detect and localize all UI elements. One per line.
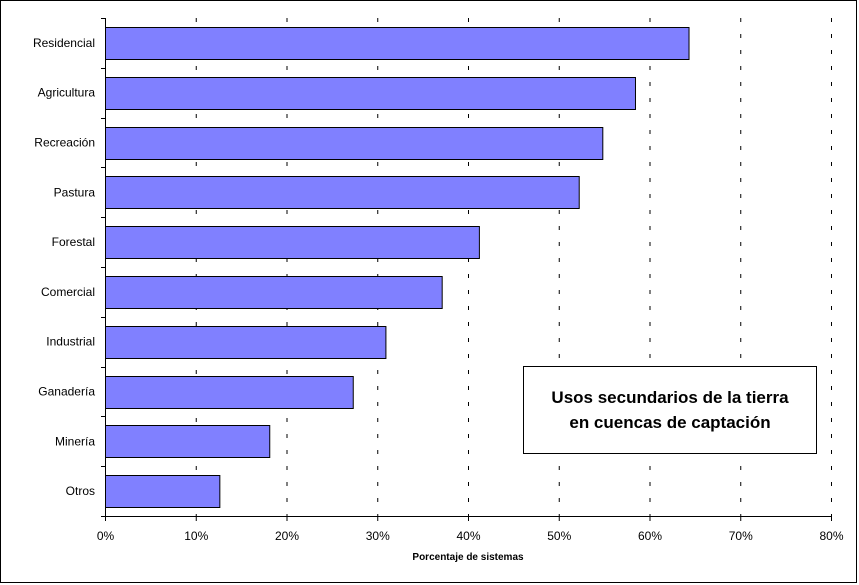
x-tick-label: 40% [456, 529, 480, 543]
chart-title-box: Usos secundarios de la tierra en cuencas… [523, 366, 817, 454]
x-tick-label: 70% [729, 529, 753, 543]
category-label: Residencial [33, 36, 95, 50]
x-tick-label: 0% [97, 529, 115, 543]
chart-title: Usos secundarios de la tierra en cuencas… [551, 385, 788, 435]
bar-industrial [106, 327, 386, 359]
category-label: Pastura [54, 185, 96, 199]
x-axis-title: Porcentaje de sistemas [412, 552, 524, 563]
bar-pastura [106, 177, 580, 209]
bar-recreación [106, 128, 603, 160]
x-tick-label: 60% [638, 529, 662, 543]
bar-agricultura [106, 78, 636, 110]
bar-residencial [106, 28, 690, 60]
category-label: Forestal [52, 235, 95, 249]
bar-forestal [106, 227, 480, 259]
bar-ganadería [106, 377, 354, 409]
x-tick-label: 30% [366, 529, 390, 543]
category-label: Minería [55, 434, 95, 448]
x-tick-label: 20% [275, 529, 299, 543]
bar-minería [106, 426, 270, 458]
category-label: Recreación [34, 136, 95, 150]
category-label: Agricultura [38, 86, 96, 100]
x-tick-label: 10% [184, 529, 208, 543]
category-label: Comercial [41, 285, 95, 299]
category-label: Otros [66, 484, 95, 498]
category-label: Industrial [46, 335, 95, 349]
category-label: Ganadería [38, 385, 95, 399]
x-tick-label: 50% [547, 529, 571, 543]
bar-comercial [106, 277, 443, 309]
x-tick-label: 80% [819, 529, 843, 543]
bar-otros [106, 476, 220, 508]
